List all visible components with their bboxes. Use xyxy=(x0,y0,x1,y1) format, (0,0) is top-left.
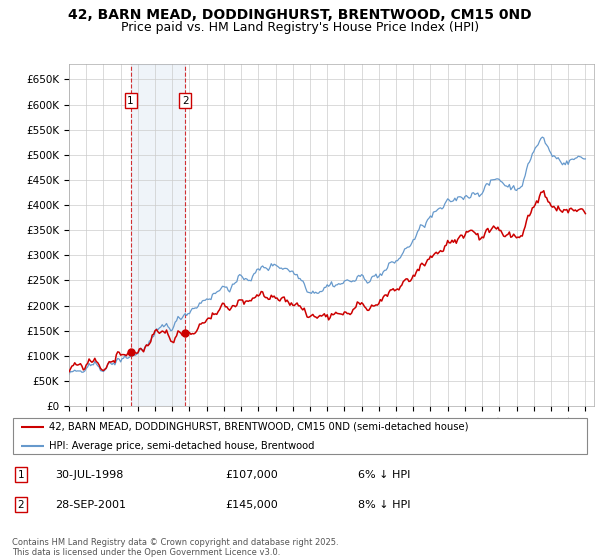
Text: HPI: Average price, semi-detached house, Brentwood: HPI: Average price, semi-detached house,… xyxy=(49,441,315,450)
Bar xyxy=(131,64,185,406)
Text: Price paid vs. HM Land Registry's House Price Index (HPI): Price paid vs. HM Land Registry's House … xyxy=(121,21,479,34)
Text: 1: 1 xyxy=(127,96,134,106)
Text: 28-SEP-2001: 28-SEP-2001 xyxy=(55,500,126,510)
Text: 8% ↓ HPI: 8% ↓ HPI xyxy=(358,500,410,510)
Text: 30-JUL-1998: 30-JUL-1998 xyxy=(55,470,124,479)
Text: 42, BARN MEAD, DODDINGHURST, BRENTWOOD, CM15 0ND: 42, BARN MEAD, DODDINGHURST, BRENTWOOD, … xyxy=(68,8,532,22)
Text: 6% ↓ HPI: 6% ↓ HPI xyxy=(358,470,410,479)
Text: 2: 2 xyxy=(17,500,24,510)
Text: £107,000: £107,000 xyxy=(225,470,278,479)
Text: Contains HM Land Registry data © Crown copyright and database right 2025.
This d: Contains HM Land Registry data © Crown c… xyxy=(12,538,338,557)
Text: 2: 2 xyxy=(182,96,188,106)
Text: £145,000: £145,000 xyxy=(225,500,278,510)
FancyBboxPatch shape xyxy=(13,418,587,454)
Text: 42, BARN MEAD, DODDINGHURST, BRENTWOOD, CM15 0ND (semi-detached house): 42, BARN MEAD, DODDINGHURST, BRENTWOOD, … xyxy=(49,422,469,432)
Text: 1: 1 xyxy=(17,470,24,479)
